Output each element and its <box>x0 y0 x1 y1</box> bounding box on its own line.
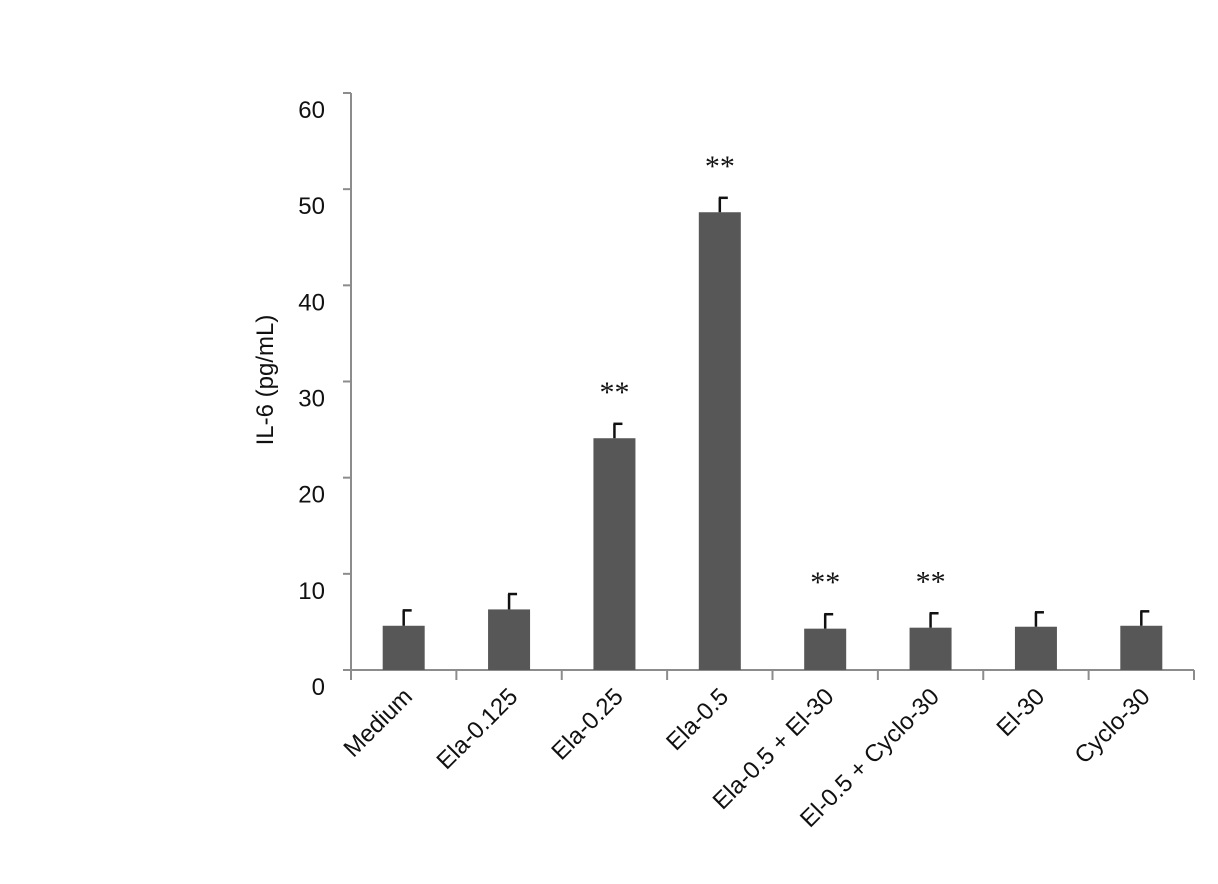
y-tick-label: 30 <box>298 386 325 413</box>
bar <box>382 625 425 670</box>
x-tick-label: Ela-0.25 <box>546 683 628 765</box>
y-tick-label: 20 <box>298 482 325 509</box>
significance-marker: ** <box>599 376 629 409</box>
y-tick-label: 40 <box>298 289 325 316</box>
y-tick-label: 60 <box>298 97 325 124</box>
x-tick-label: Cyclo-30 <box>1069 683 1155 769</box>
y-axis-label: IL-6 (pg/mL) <box>252 315 279 446</box>
x-tick-label: El-30 <box>991 683 1050 742</box>
bar <box>698 212 741 670</box>
significance-marker: ** <box>916 565 946 598</box>
bar <box>593 438 636 670</box>
y-tick-label: 50 <box>298 193 325 220</box>
significance-marker: ** <box>705 150 735 183</box>
bar <box>1014 626 1057 670</box>
y-tick-label: 0 <box>312 674 325 701</box>
bar <box>804 628 847 670</box>
bar <box>1120 625 1163 670</box>
x-tick-label: Medium <box>338 683 417 762</box>
bar <box>909 627 952 670</box>
significance-marker: ** <box>810 566 840 599</box>
x-tick-label: Ela-0.5 <box>661 683 734 756</box>
x-tick-label: Ela-0.125 <box>432 683 524 775</box>
y-tick-label: 10 <box>298 578 325 605</box>
bar <box>488 609 531 670</box>
